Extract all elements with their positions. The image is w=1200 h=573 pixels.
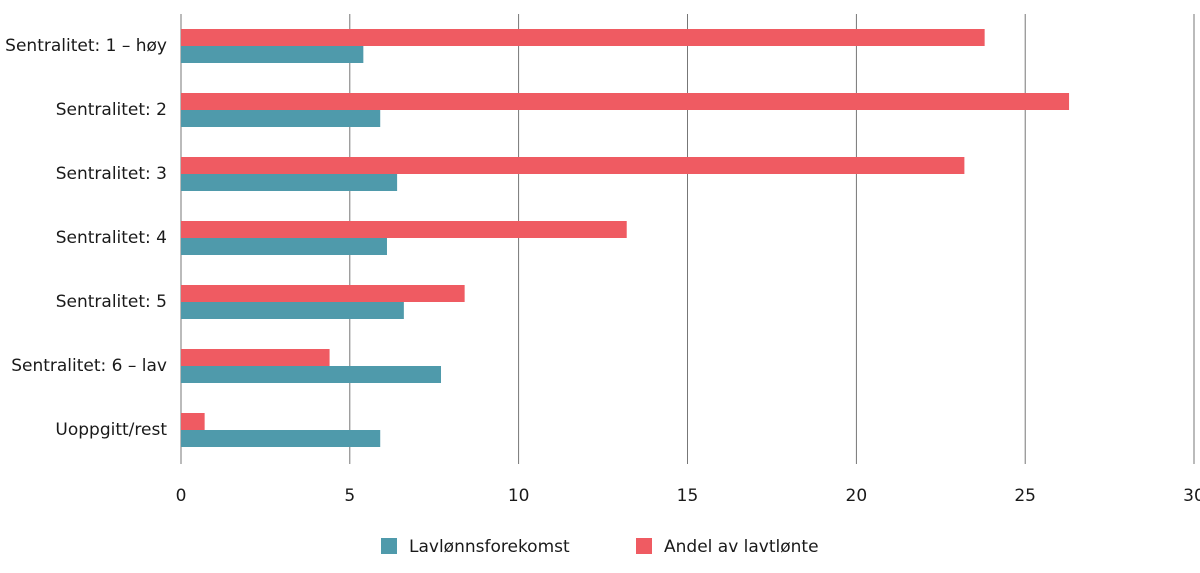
y-tick-label: Sentralitet: 5 — [56, 292, 167, 312]
bar — [181, 46, 364, 63]
x-tick-label: 15 — [677, 486, 699, 506]
x-tick-label: 30 — [1183, 486, 1200, 506]
legend-swatch — [381, 538, 397, 554]
bar — [181, 413, 205, 430]
x-tick-label: 10 — [508, 486, 530, 506]
legend-label: Lavlønnsforekomst — [409, 537, 570, 557]
bar — [181, 366, 442, 383]
x-tick-label: 0 — [176, 486, 187, 506]
bar — [181, 302, 404, 319]
y-tick-label: Sentralitet: 3 — [56, 164, 167, 184]
bar — [181, 349, 330, 366]
bar — [181, 110, 381, 127]
bar — [181, 93, 1070, 110]
x-tick-label: 5 — [344, 486, 355, 506]
bar — [181, 238, 387, 255]
bar — [181, 174, 398, 191]
y-tick-label: Sentralitet: 1 – høy — [5, 36, 167, 56]
bar — [181, 285, 465, 302]
bar — [181, 221, 627, 238]
bar — [181, 157, 965, 174]
bar — [181, 430, 381, 447]
bar — [181, 29, 985, 46]
y-tick-label: Sentralitet: 6 – lav — [11, 356, 167, 376]
y-tick-label: Sentralitet: 4 — [56, 228, 167, 248]
legend-swatch — [636, 538, 652, 554]
y-tick-label: Uoppgitt/rest — [55, 420, 167, 440]
legend-label: Andel av lavtlønte — [664, 537, 819, 557]
y-tick-label: Sentralitet: 2 — [56, 100, 167, 120]
x-tick-label: 20 — [846, 486, 868, 506]
x-tick-label: 25 — [1014, 486, 1036, 506]
